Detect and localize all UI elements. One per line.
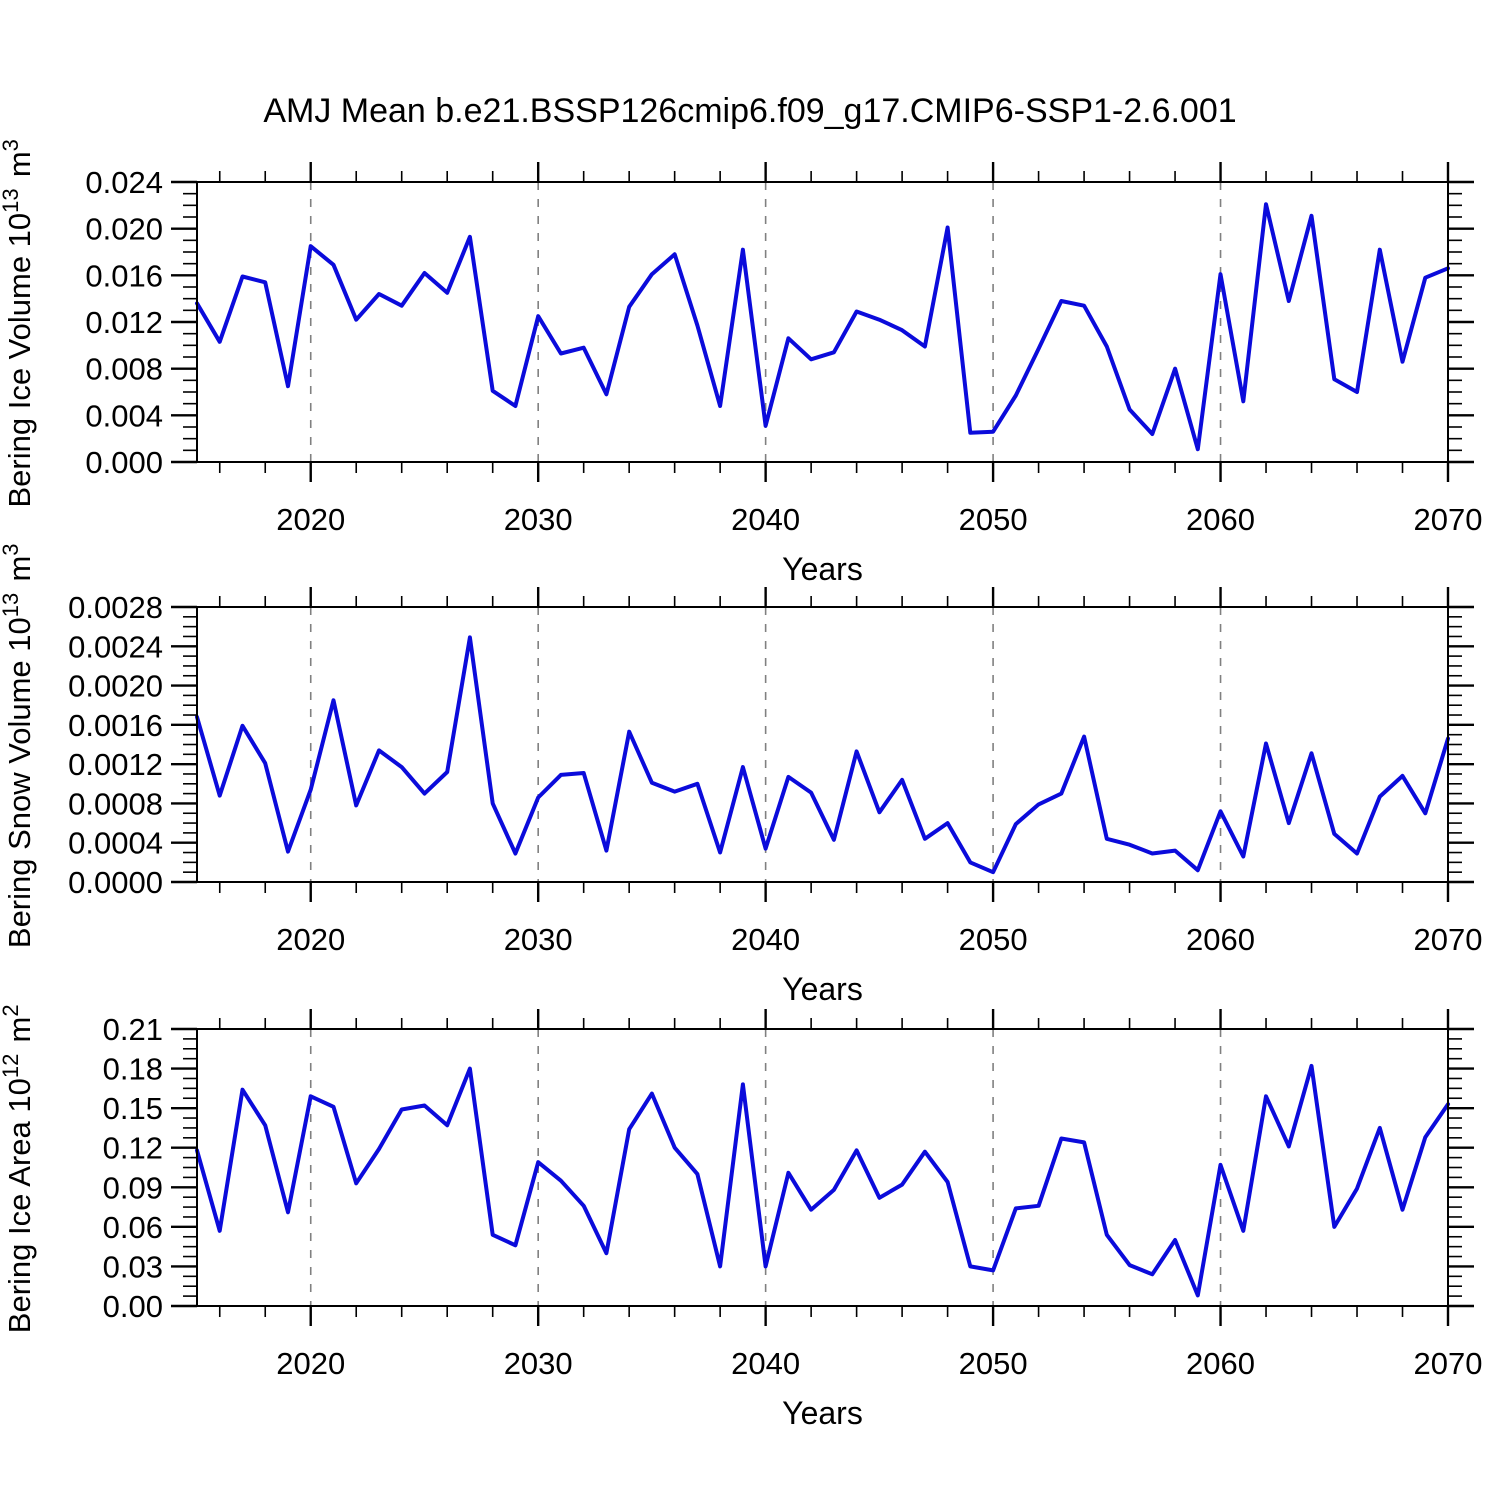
bering-snow-volume-line bbox=[195, 635, 1450, 875]
x-tick-label: 2040 bbox=[731, 502, 800, 537]
y-axis-title: Bering Snow Volume 1013 m3 bbox=[0, 541, 37, 948]
axis-box bbox=[196, 1028, 1449, 1307]
y-tick-label: 0.012 bbox=[85, 305, 163, 340]
y-tick-label: 0.03 bbox=[103, 1249, 163, 1284]
y-tick-label: 0.0008 bbox=[68, 786, 163, 821]
y-tick-label: 0.12 bbox=[103, 1131, 163, 1166]
y-tick-label: 0.000 bbox=[85, 445, 163, 480]
bering-ice-volume-line bbox=[195, 202, 1450, 452]
y-tick-label: 0.008 bbox=[85, 352, 163, 387]
x-ticks bbox=[218, 162, 1450, 482]
x-tick-label: 2060 bbox=[1186, 502, 1255, 537]
y-axis-title: Bering Ice Area 1012 m2 bbox=[0, 1002, 37, 1333]
x-tick-labels: 2020 2030 2040 2050 2060 2070 bbox=[276, 502, 1482, 537]
axis-box bbox=[196, 181, 1449, 463]
axis-box bbox=[196, 606, 1449, 883]
bering-ice-area-line bbox=[195, 1063, 1450, 1298]
x-tick-label: 2020 bbox=[276, 1346, 345, 1381]
y-tick-label: 0.0028 bbox=[68, 590, 163, 625]
x-tick-label: 2060 bbox=[1186, 1346, 1255, 1381]
y-tick-label: 0.0012 bbox=[68, 747, 163, 782]
y-tick-label: 0.09 bbox=[103, 1170, 163, 1205]
x-tick-label: 2030 bbox=[504, 502, 573, 537]
y-axis-title: Bering Ice Volume 1013 m3 bbox=[0, 136, 37, 507]
y-tick-label: 0.21 bbox=[103, 1012, 163, 1047]
y-tick-label: 0.0004 bbox=[68, 826, 163, 861]
x-tick-labels: 2020 2030 2040 2050 2060 2070 bbox=[276, 1346, 1482, 1381]
x-tick-label: 2040 bbox=[731, 922, 800, 957]
x-tick-label: 2050 bbox=[959, 1346, 1028, 1381]
x-tick-label: 2070 bbox=[1414, 922, 1483, 957]
chart-bering-ice-area: 0.00 0.03 0.06 0.09 0.12 0.15 0.18 0.21 2020 2030… bbox=[0, 1002, 1482, 1431]
x-axis-title: Years bbox=[782, 551, 863, 587]
x-axis-title: Years bbox=[782, 971, 863, 1007]
y-tick-label: 0.016 bbox=[85, 258, 163, 293]
y-tick-label: 0.024 bbox=[85, 165, 163, 200]
y-tick-label: 0.18 bbox=[103, 1052, 163, 1087]
x-tick-label: 2060 bbox=[1186, 922, 1255, 957]
x-tick-label: 2050 bbox=[959, 922, 1028, 957]
x-tick-label: 2030 bbox=[504, 922, 573, 957]
x-ticks bbox=[218, 1009, 1450, 1326]
x-axis-title: Years bbox=[782, 1395, 863, 1431]
y-tick-label: 0.0020 bbox=[68, 669, 163, 704]
x-tick-label: 2070 bbox=[1414, 502, 1483, 537]
y-tick-labels: 0.000 0.004 0.008 0.012 0.016 0.020 0.024 bbox=[85, 165, 163, 480]
y-tick-label: 0.020 bbox=[85, 212, 163, 247]
chart-bering-snow-volume: 0.0000 0.0004 0.0008 0.0012 0.0016 0.0020 0.00… bbox=[0, 541, 1482, 1007]
y-tick-label: 0.004 bbox=[85, 398, 163, 433]
y-ticks bbox=[171, 180, 1474, 464]
x-tick-label: 2030 bbox=[504, 1346, 573, 1381]
x-tick-labels: 2020 2030 2040 2050 2060 2070 bbox=[276, 922, 1482, 957]
x-tick-label: 2070 bbox=[1414, 1346, 1483, 1381]
y-tick-label: 0.0024 bbox=[68, 629, 163, 664]
y-tick-labels: 0.00 0.03 0.06 0.09 0.12 0.15 0.18 0.21 bbox=[103, 1012, 163, 1324]
x-ticks bbox=[218, 587, 1450, 902]
y-tick-label: 0.06 bbox=[103, 1210, 163, 1245]
decade-gridlines bbox=[309, 607, 1222, 882]
x-tick-label: 2020 bbox=[276, 922, 345, 957]
x-tick-label: 2020 bbox=[276, 502, 345, 537]
x-tick-label: 2040 bbox=[731, 1346, 800, 1381]
y-ticks bbox=[171, 1027, 1474, 1308]
y-tick-labels: 0.0000 0.0004 0.0008 0.0012 0.0016 0.0020 0.00… bbox=[68, 590, 163, 900]
y-tick-label: 0.00 bbox=[103, 1289, 163, 1324]
y-ticks bbox=[171, 605, 1474, 884]
chart-title: AMJ Mean b.e21.BSSP126cmip6.f09_g17.CMIP… bbox=[263, 92, 1237, 130]
x-tick-label: 2050 bbox=[959, 502, 1028, 537]
y-tick-label: 0.0016 bbox=[68, 708, 163, 743]
y-tick-label: 0.0000 bbox=[68, 865, 163, 900]
y-tick-label: 0.15 bbox=[103, 1091, 163, 1126]
